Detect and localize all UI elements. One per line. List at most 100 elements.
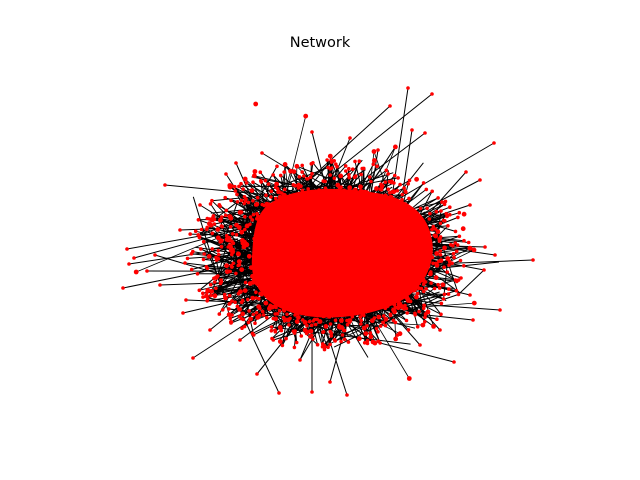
network-node — [326, 165, 330, 170]
network-node — [399, 294, 405, 300]
network-node — [347, 173, 351, 177]
network-node — [372, 158, 377, 163]
network-node — [218, 204, 222, 208]
network-node — [407, 196, 411, 201]
network-node — [241, 187, 245, 191]
network-node — [339, 275, 345, 281]
network-node — [372, 195, 377, 200]
network-node — [438, 221, 443, 226]
network-node — [210, 247, 214, 251]
network-node — [291, 183, 296, 187]
network-node — [230, 313, 234, 317]
network-node — [332, 176, 337, 181]
network-node — [423, 312, 428, 317]
network-node — [277, 308, 282, 313]
network-node — [355, 237, 360, 243]
network-node — [250, 218, 255, 222]
network-node — [306, 330, 311, 334]
network-node — [327, 195, 333, 201]
network-node — [282, 211, 288, 217]
network-node — [264, 279, 269, 285]
network-node — [158, 283, 162, 287]
network-node — [409, 208, 413, 212]
network-node — [305, 323, 309, 328]
network-node — [366, 250, 371, 256]
network-node — [333, 238, 338, 243]
network-node — [395, 202, 400, 207]
network-node — [227, 214, 233, 219]
network-node — [220, 308, 225, 312]
network-node — [284, 288, 289, 294]
network-node — [464, 170, 468, 174]
network-node — [277, 293, 283, 299]
network-node — [402, 283, 408, 289]
network-node — [328, 173, 333, 177]
network-node — [234, 222, 239, 228]
network-node — [230, 265, 234, 269]
network-node — [378, 209, 383, 215]
network-node — [199, 247, 203, 251]
network-node — [359, 318, 364, 323]
network-node — [362, 267, 367, 273]
network-node — [208, 202, 213, 206]
network-node — [455, 243, 460, 247]
network-node — [423, 280, 428, 284]
network-node — [332, 196, 338, 202]
network-node — [429, 270, 433, 274]
network-node — [368, 334, 374, 340]
network-node — [414, 294, 419, 300]
network-node — [434, 261, 438, 266]
network-node — [396, 283, 401, 289]
network-node — [352, 241, 358, 246]
network-node — [368, 213, 374, 218]
network-node — [265, 315, 269, 320]
network-node — [268, 256, 273, 261]
network-node — [331, 262, 336, 268]
network-node — [207, 217, 212, 221]
network-node — [336, 269, 342, 275]
network-node — [257, 296, 261, 301]
network-node — [335, 188, 339, 193]
network-node — [448, 212, 452, 217]
network-node — [400, 197, 404, 202]
network-node — [336, 225, 342, 231]
node-layer — [121, 86, 535, 397]
network-node — [339, 318, 344, 323]
network-node — [261, 285, 267, 291]
network-node — [260, 264, 265, 270]
network-node — [383, 238, 389, 244]
network-node — [460, 226, 466, 232]
network-node — [454, 249, 459, 254]
network-node — [390, 190, 394, 194]
network-node — [341, 243, 347, 249]
network-node — [280, 263, 285, 269]
network-node — [336, 305, 342, 311]
network-node — [246, 297, 250, 302]
network-node — [201, 291, 205, 296]
network-node — [379, 284, 385, 290]
network-node — [228, 225, 233, 229]
network-node — [251, 212, 256, 217]
network-node — [183, 261, 187, 265]
network-node — [270, 260, 275, 265]
network-node — [409, 264, 415, 270]
network-node — [327, 256, 332, 262]
network-node — [312, 215, 317, 221]
network-node — [363, 331, 369, 336]
network-node — [276, 273, 282, 278]
network-node — [347, 175, 352, 180]
network-node — [202, 252, 206, 256]
network-node — [210, 198, 214, 203]
network-node — [456, 215, 460, 220]
network-node — [376, 330, 380, 334]
network-node — [299, 218, 305, 224]
network-node — [411, 226, 416, 231]
network-node — [243, 214, 247, 219]
network-node — [306, 293, 311, 299]
network-node — [334, 261, 340, 266]
network-node — [348, 136, 352, 140]
network-node — [425, 206, 429, 211]
network-node — [395, 255, 400, 260]
network-node — [290, 237, 296, 243]
network-node — [240, 298, 245, 303]
